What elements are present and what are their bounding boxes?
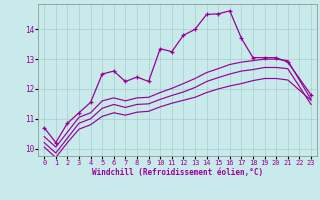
X-axis label: Windchill (Refroidissement éolien,°C): Windchill (Refroidissement éolien,°C) xyxy=(92,168,263,177)
